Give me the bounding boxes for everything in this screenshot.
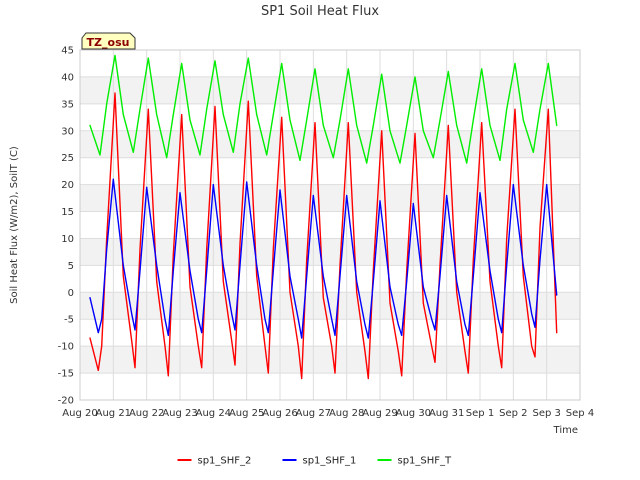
chart-title: SP1 Soil Heat Flux [261, 4, 379, 19]
y-tick-label: 5 [68, 261, 74, 272]
x-tick-label: Aug 20 [62, 408, 97, 419]
y-axis-label: Soil Heat Flux (W/m2), SoilT (C) [9, 146, 20, 304]
x-tick-label: Aug 23 [162, 408, 197, 419]
y-tick-label: 10 [61, 234, 74, 245]
y-tick-label: -5 [64, 315, 74, 326]
x-tick-label: Aug 31 [429, 408, 464, 419]
timezone-badge-label: TZ_osu [87, 36, 130, 49]
x-axis-label: Time [553, 425, 578, 436]
x-tick-label: Sep 2 [499, 408, 527, 419]
y-tick-label: -20 [58, 396, 74, 407]
legend-item-sp1_SHF_2: sp1_SHF_2 [177, 456, 252, 467]
y-tick-label: -15 [58, 369, 74, 380]
y-tick-label: 35 [61, 99, 74, 110]
grid-band [80, 184, 580, 212]
y-tick-label: 20 [61, 180, 74, 191]
legend-item-sp1_SHF_T: sp1_SHF_T [377, 456, 453, 467]
legend-label: sp1_SHF_1 [303, 456, 357, 467]
x-tick-label: Aug 30 [396, 408, 431, 419]
x-tick-label: Aug 24 [196, 408, 231, 419]
x-tick-label: Aug 27 [296, 408, 331, 419]
legend-item-sp1_SHF_1: sp1_SHF_1 [282, 456, 357, 467]
y-tick-label: 30 [61, 126, 74, 137]
grid-band [80, 346, 580, 374]
y-tick-label: 40 [61, 72, 74, 83]
y-tick-label: 25 [61, 153, 74, 164]
grid-band [80, 76, 580, 104]
x-tick-label: Aug 22 [129, 408, 164, 419]
series-line-sp1_SHF_1 [89, 178, 558, 339]
y-tick-labels: -20 -15 -10 -5 0 5 10 15 20 25 30 35 40 45 [58, 46, 74, 407]
y-tick-label: -10 [58, 342, 74, 353]
grid-lines [79, 49, 581, 401]
timezone-badge: TZ_osu [81, 32, 136, 50]
grid-band [80, 238, 580, 266]
series-layer [89, 54, 558, 380]
x-tick-label: Aug 26 [262, 408, 297, 419]
legend: sp1_SHF_2 sp1_SHF_1 sp1_SHF_T [177, 456, 453, 467]
x-tick-label: Sep 1 [466, 408, 494, 419]
x-tick-label: Aug 28 [329, 408, 364, 419]
grid-band [80, 130, 580, 158]
legend-label: sp1_SHF_2 [198, 456, 252, 467]
x-tick-label: Aug 29 [362, 408, 397, 419]
x-tick-label: Aug 25 [229, 408, 264, 419]
y-tick-label: 15 [61, 207, 74, 218]
x-tick-label: Aug 21 [96, 408, 131, 419]
series-line-sp1_SHF_T [89, 54, 558, 164]
plot-area-frame [79, 49, 581, 401]
series-line-sp1_SHF_2 [89, 92, 558, 380]
legend-label: sp1_SHF_T [398, 456, 453, 467]
y-tick-label: 45 [61, 46, 74, 57]
timezone-badge-box [81, 32, 136, 50]
x-tick-label: Sep 3 [532, 408, 560, 419]
x-tick-label: Sep 4 [566, 408, 594, 419]
y-tick-label: 0 [68, 288, 74, 299]
